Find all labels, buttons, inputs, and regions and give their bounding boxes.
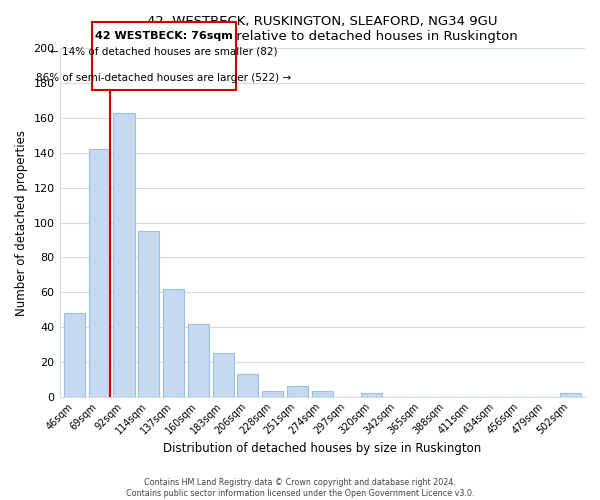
Bar <box>212 353 233 397</box>
Bar <box>238 374 259 396</box>
Text: Contains HM Land Registry data © Crown copyright and database right 2024.
Contai: Contains HM Land Registry data © Crown c… <box>126 478 474 498</box>
Bar <box>89 150 110 396</box>
Bar <box>312 392 333 396</box>
Title: 42, WESTBECK, RUSKINGTON, SLEAFORD, NG34 9GU
Size of property relative to detach: 42, WESTBECK, RUSKINGTON, SLEAFORD, NG34… <box>127 15 518 43</box>
Bar <box>262 392 283 396</box>
Bar <box>138 231 160 396</box>
FancyBboxPatch shape <box>92 22 236 90</box>
Text: 86% of semi-detached houses are larger (522) →: 86% of semi-detached houses are larger (… <box>36 72 291 83</box>
Bar <box>361 393 382 396</box>
Bar <box>64 313 85 396</box>
Bar <box>188 324 209 396</box>
Bar <box>163 288 184 397</box>
X-axis label: Distribution of detached houses by size in Ruskington: Distribution of detached houses by size … <box>163 442 481 455</box>
Bar <box>287 386 308 396</box>
Text: 42 WESTBECK: 76sqm: 42 WESTBECK: 76sqm <box>95 31 233 41</box>
Bar <box>560 393 581 396</box>
Y-axis label: Number of detached properties: Number of detached properties <box>15 130 28 316</box>
Text: ← 14% of detached houses are smaller (82): ← 14% of detached houses are smaller (82… <box>50 46 277 56</box>
Bar <box>113 113 134 397</box>
